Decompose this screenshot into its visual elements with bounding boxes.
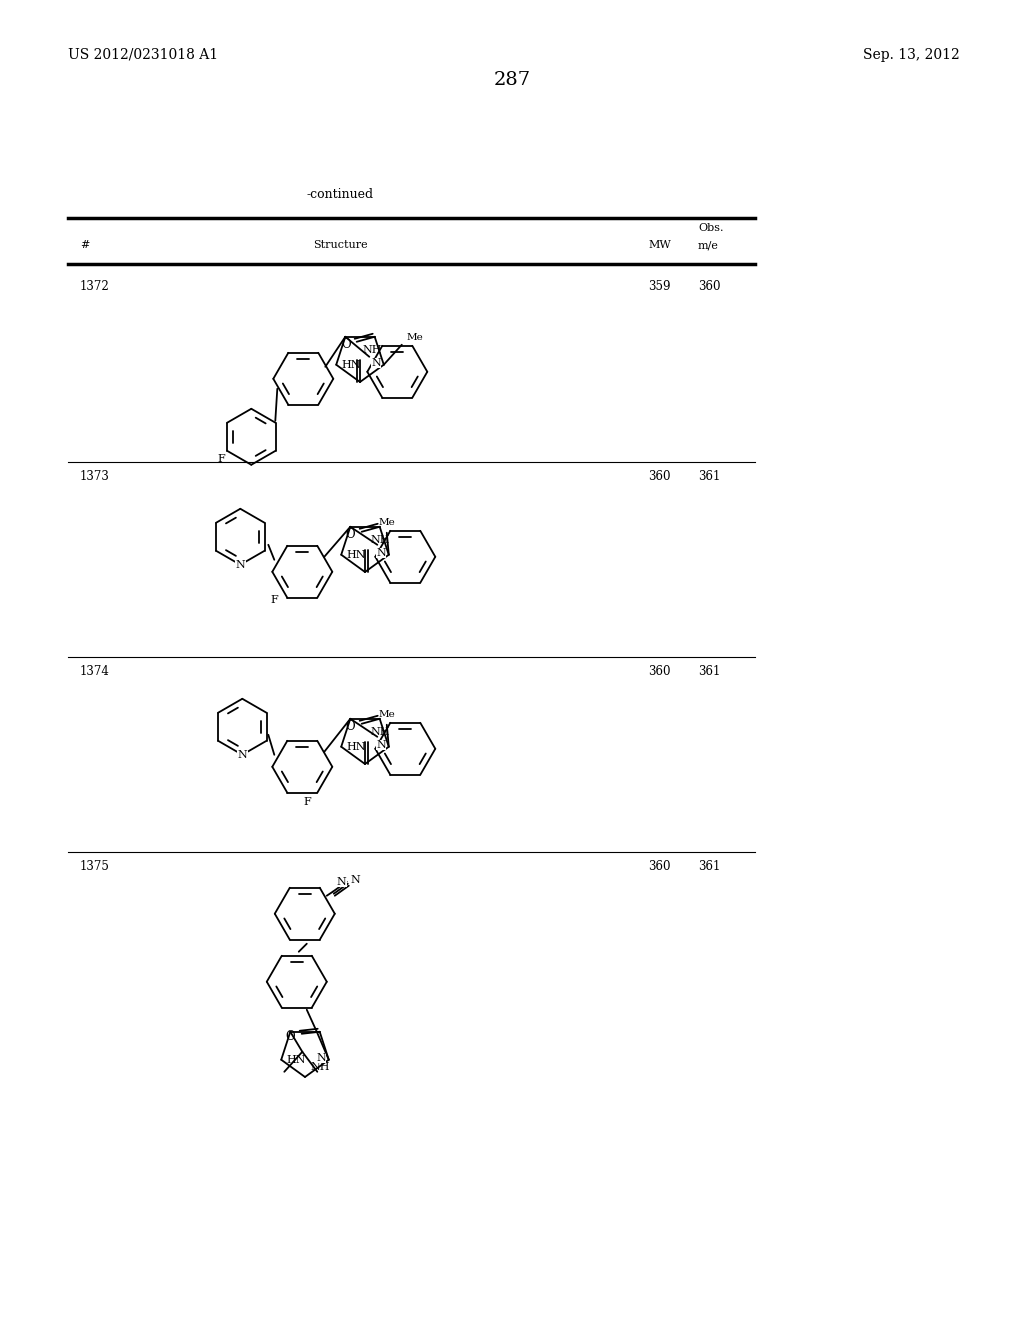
Text: US 2012/0231018 A1: US 2012/0231018 A1 xyxy=(68,48,218,62)
Text: #: # xyxy=(80,240,89,249)
Text: HN: HN xyxy=(287,1055,306,1065)
Text: 287: 287 xyxy=(494,71,530,88)
Text: N: N xyxy=(337,876,346,887)
Text: F: F xyxy=(303,797,311,807)
Text: Me: Me xyxy=(379,517,395,527)
Text: N: N xyxy=(238,750,247,760)
Text: 361: 361 xyxy=(698,665,720,678)
Text: HN: HN xyxy=(346,742,366,751)
Text: NH: NH xyxy=(370,727,389,737)
Text: -continued: -continued xyxy=(306,189,374,202)
Text: 1375: 1375 xyxy=(80,861,110,873)
Text: N: N xyxy=(316,1053,326,1063)
Text: F: F xyxy=(270,595,279,605)
Text: m/e: m/e xyxy=(698,240,719,249)
Text: Structure: Structure xyxy=(312,240,368,249)
Text: F: F xyxy=(217,454,225,463)
Text: 360: 360 xyxy=(648,470,671,483)
Text: O: O xyxy=(345,721,354,734)
Text: N: N xyxy=(376,739,386,750)
Text: HN: HN xyxy=(341,360,360,370)
Text: O: O xyxy=(285,1031,295,1043)
Text: 1373: 1373 xyxy=(80,470,110,483)
Text: Sep. 13, 2012: Sep. 13, 2012 xyxy=(863,48,961,62)
Text: 361: 361 xyxy=(698,861,720,873)
Text: NH: NH xyxy=(310,1063,330,1072)
Text: 361: 361 xyxy=(698,470,720,483)
Text: Me: Me xyxy=(379,710,395,718)
Text: NH: NH xyxy=(370,535,389,545)
Text: N: N xyxy=(376,548,386,558)
Text: N: N xyxy=(236,560,245,570)
Text: O: O xyxy=(341,338,350,351)
Text: 360: 360 xyxy=(648,861,671,873)
Text: 360: 360 xyxy=(648,665,671,678)
Text: Obs.: Obs. xyxy=(698,223,724,234)
Text: N: N xyxy=(371,358,381,368)
Text: 360: 360 xyxy=(698,280,721,293)
Text: N: N xyxy=(351,875,360,884)
Text: O: O xyxy=(345,528,354,541)
Text: MW: MW xyxy=(648,240,671,249)
Text: 1374: 1374 xyxy=(80,665,110,678)
Text: 1372: 1372 xyxy=(80,280,110,293)
Text: Me: Me xyxy=(407,333,424,342)
Text: 359: 359 xyxy=(648,280,671,293)
Text: HN: HN xyxy=(346,549,366,560)
Text: NH: NH xyxy=(362,345,382,355)
